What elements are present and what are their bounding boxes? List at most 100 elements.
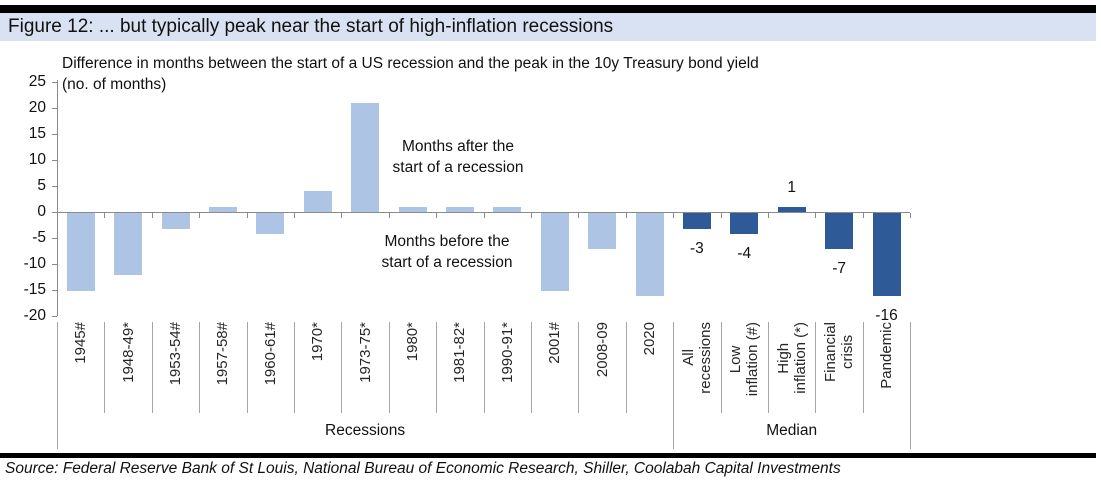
category-label-1980: 1980*: [389, 322, 436, 414]
category-label-1970: 1970*: [294, 322, 341, 414]
category-label-pandemic: Pandemic: [863, 322, 910, 414]
group-boundary-line: [57, 322, 58, 449]
x-axis-tick: [910, 213, 912, 218]
x-axis-tick: [436, 213, 438, 218]
y-axis-tick: [52, 82, 57, 83]
category-label-financial-crisis: Financial crisis: [815, 322, 862, 414]
category-label-text: 1973-75*: [356, 322, 374, 383]
y-tick-label-5: -5: [32, 229, 46, 246]
top-rule: [0, 5, 1096, 13]
y-axis-tick: [52, 134, 57, 135]
bottom-rule: [0, 453, 1096, 458]
category-label-1973-75: 1973-75*: [341, 322, 388, 414]
x-axis-tick: [815, 213, 817, 218]
category-label-1981-82: 1981-82*: [436, 322, 483, 414]
x-axis-tick: [341, 213, 343, 218]
x-axis-tick: [483, 213, 485, 218]
category-separator: [625, 322, 627, 413]
chart-subtitle: Difference in months between the start o…: [62, 53, 759, 95]
category-separator: [768, 322, 769, 413]
category-label-text: All recessions: [679, 322, 714, 394]
bar-1960-61: [256, 213, 285, 234]
category-separator: [531, 322, 532, 413]
category-label-low-inflation: Low inflation (#): [721, 322, 768, 414]
category-label-text: Low inflation (#): [727, 322, 762, 397]
bar-1945: [66, 213, 95, 291]
category-separator: [578, 322, 580, 413]
y-tick-label-15: -15: [23, 281, 46, 298]
category-label-text: Financial crisis: [822, 322, 857, 383]
y-tick-label-20: 20: [28, 99, 46, 116]
category-separator: [436, 322, 438, 413]
category-label-text: 1957-58#: [214, 322, 232, 386]
y-tick-label-10: 10: [28, 151, 46, 168]
category-label-2020: 2020: [626, 322, 673, 414]
category-label-text: 1990-91*: [498, 322, 516, 383]
group-boundary-line: [910, 322, 912, 449]
bar-all-recessions: [682, 213, 711, 229]
y-tick-label-10: -10: [23, 255, 46, 272]
category-label-text: 2001#: [546, 322, 564, 364]
bar-pandemic: [872, 213, 901, 297]
annotation-months-after: Months after the start of a recession: [392, 138, 524, 176]
category-label-text: 1945#: [72, 322, 90, 364]
category-label-text: 1981-82*: [451, 322, 469, 383]
bar-1990-91: [493, 206, 522, 212]
category-label-2001: 2001#: [531, 322, 578, 414]
y-axis-tick: [52, 160, 57, 161]
x-axis-tick: [673, 213, 675, 218]
category-label-1960-61: 1960-61#: [247, 322, 294, 414]
value-label-high-inflation: 1: [787, 178, 796, 196]
bar-1981-82: [445, 206, 474, 212]
bar-1957-58: [208, 206, 237, 212]
category-label-text: 1953-54#: [166, 322, 184, 386]
bar-1953-54: [161, 213, 190, 229]
x-axis-tick: [57, 213, 58, 218]
category-label-text: 2020: [640, 322, 658, 356]
category-label-1957-58: 1957-58#: [199, 322, 246, 414]
category-label-text: Pandemic: [877, 322, 895, 389]
y-axis-tick: [52, 238, 57, 239]
y-axis-tick: [52, 108, 57, 109]
category-separator: [151, 322, 153, 413]
category-label-text: 1970*: [309, 322, 327, 362]
y-axis-tick: [52, 290, 57, 291]
figure-title-bar: Figure 12: ... but typically peak near t…: [0, 13, 1096, 41]
y-axis-tick: [52, 212, 57, 213]
bar-2020: [635, 213, 664, 297]
category-label-text: 2008-09: [593, 322, 611, 378]
x-axis-tick: [199, 213, 201, 218]
category-separator: [341, 322, 343, 413]
category-separator: [199, 322, 201, 413]
category-separator: [294, 322, 295, 413]
category-separator: [246, 322, 248, 413]
category-label-text: 1980*: [403, 322, 421, 362]
y-axis-line: [57, 80, 58, 316]
chart-subtitle-line2: (no. of months): [62, 76, 167, 93]
group-label-recessions: Recessions: [325, 422, 406, 439]
bar-1973-75: [351, 102, 380, 212]
category-label-high-inflation: High inflation (*): [768, 322, 815, 414]
bar-financial-crisis: [825, 213, 854, 250]
category-label-2008-09: 2008-09: [578, 322, 625, 414]
x-axis-tick: [388, 213, 390, 218]
bar-1980: [398, 206, 427, 212]
x-axis-tick: [104, 213, 106, 218]
category-label-1948-49: 1948-49*: [104, 322, 151, 414]
y-tick-label-20: -20: [23, 307, 46, 324]
category-separator: [483, 322, 485, 413]
y-tick-label-5: 5: [37, 177, 46, 194]
category-label-text: 1948-49*: [119, 322, 137, 383]
y-axis-tick: [52, 186, 57, 187]
category-separator: [720, 322, 722, 413]
x-axis-tick: [246, 213, 248, 218]
category-label-1990-91: 1990-91*: [484, 322, 531, 414]
category-label-text: High inflation (*): [774, 322, 809, 394]
figure-title: Figure 12: ... but typically peak near t…: [8, 16, 614, 37]
bar-low-inflation: [730, 213, 759, 234]
category-label-all-recessions: All recessions: [673, 322, 720, 414]
category-label-text: 1960-61#: [261, 322, 279, 386]
category-label-1953-54: 1953-54#: [152, 322, 199, 414]
x-axis-tick: [151, 213, 153, 218]
